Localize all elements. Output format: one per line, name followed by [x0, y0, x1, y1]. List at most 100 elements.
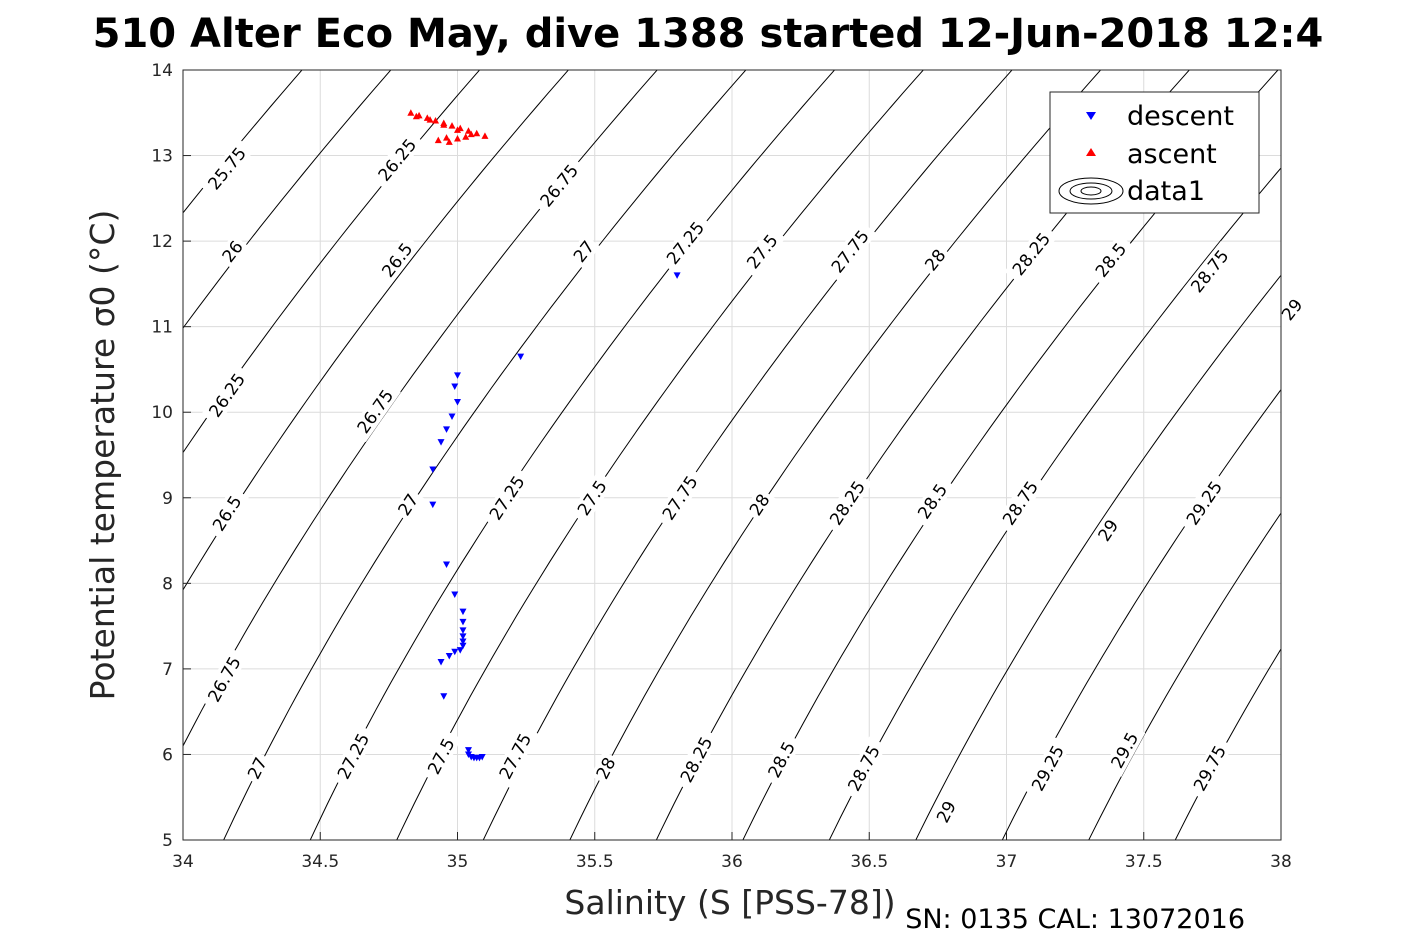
x-tick-label: 36.5: [850, 852, 888, 872]
chart-title: 510 Alter Eco May, dive 1388 started 12-…: [93, 11, 1324, 57]
sensor-calibration-footer: SN: 0135 CAL: 13072016: [905, 904, 1245, 935]
descent-point: [478, 754, 486, 761]
descent-point: [459, 627, 467, 634]
contour-label-bg: [199, 138, 254, 199]
contour-label-bg: [994, 472, 1046, 534]
legend-descent-label: descent: [1127, 101, 1234, 132]
legend-contour-icon: [1058, 177, 1124, 205]
descent-point: [437, 439, 445, 446]
contour-label-bg: [822, 472, 873, 534]
ascent-point: [464, 127, 472, 134]
contour-label-bg: [200, 647, 248, 711]
contour-label-bg: [840, 736, 887, 800]
legend-descent-marker: [1086, 112, 1096, 120]
contour-label-bg: [420, 729, 462, 783]
y-tick-label: 8: [162, 574, 173, 594]
contour-line: [183, 70, 481, 454]
descent-point: [443, 561, 451, 569]
descent-point: [454, 372, 461, 379]
contour-line: [569, 70, 1102, 840]
descent-point: [673, 272, 681, 279]
contour-label-bg: [658, 212, 713, 273]
descent-point: [456, 647, 464, 654]
contour-line: [309, 70, 836, 840]
contour-label-bg: [201, 364, 253, 426]
y-tick-label: 14: [151, 61, 173, 81]
ascent-point: [426, 116, 434, 123]
descent-point: [451, 648, 459, 656]
ascent-point: [407, 109, 415, 116]
contour-line: [183, 70, 392, 329]
descent-point: [437, 659, 445, 666]
descent-point: [459, 633, 467, 640]
legend-ascent-label: ascent: [1127, 139, 1217, 170]
ascent-point: [454, 134, 461, 142]
contour-label-bg: [823, 221, 877, 282]
ascent-point: [473, 129, 481, 137]
contour-line: [1174, 648, 1281, 840]
contour-label-bg: [349, 380, 401, 443]
y-tick-label: 11: [151, 318, 173, 338]
y-tick-label: 6: [162, 745, 173, 765]
ascent-point: [467, 130, 475, 138]
descent-point: [517, 353, 525, 361]
ascent-point: [440, 121, 448, 128]
legend: descent ascent data1: [1049, 91, 1260, 214]
contour-label-bg: [1186, 736, 1233, 800]
y-tick-label: 7: [162, 660, 173, 680]
x-tick-label: 35: [447, 852, 469, 872]
y-tick-label: 9: [162, 489, 173, 509]
contour-label-bg: [204, 486, 249, 540]
y-tick-label: 12: [151, 232, 173, 252]
x-axis-label: Salinity (S [PSS-78]): [564, 883, 895, 922]
descent-point: [451, 591, 459, 598]
contour-line: [828, 167, 1281, 840]
contour-label-bg: [1103, 723, 1146, 777]
legend-contour-label: data1: [1127, 176, 1205, 207]
contour-label-bg: [1087, 234, 1135, 286]
contour-label-bg: [241, 751, 273, 786]
contour-label-bg: [569, 471, 615, 525]
contour-line: [915, 274, 1281, 840]
ascent-point: [481, 132, 489, 139]
y-tick-label: 10: [151, 403, 173, 423]
contour-label-bg: [910, 474, 955, 528]
ascent-point: [448, 122, 456, 129]
descent-point: [445, 653, 453, 660]
x-tick-label: 37: [996, 852, 1018, 872]
x-tick-label: 36: [721, 852, 743, 872]
contour-line: [1088, 512, 1281, 840]
contour-label-bg: [492, 724, 539, 788]
contour-label-bg: [531, 155, 587, 216]
contour-label-bg: [738, 225, 786, 278]
contour-label-bg: [654, 466, 706, 529]
descent-point: [443, 426, 451, 433]
x-tick-label: 34: [172, 852, 194, 872]
contour-label-bg: [743, 487, 776, 522]
descent-point: [451, 383, 459, 391]
contour-label-bg: [918, 242, 952, 278]
descent-point: [429, 466, 437, 474]
ascent-point: [412, 112, 420, 120]
ascent-point: [443, 134, 451, 141]
contour-label-bg: [590, 751, 622, 786]
contour-line: [482, 70, 1013, 840]
contour-label-bg: [1182, 240, 1237, 302]
contour-label-bg: [373, 234, 421, 286]
contour-label-bg: [673, 727, 720, 792]
descent-point: [464, 747, 472, 754]
descent-point: [459, 642, 467, 650]
contour-label-bg: [567, 234, 601, 269]
contour-label-bg: [392, 487, 425, 522]
y-tick-label: 13: [151, 147, 173, 167]
contour-label-bg: [1275, 292, 1309, 327]
contour-label-bg: [215, 234, 249, 269]
x-axis-ticks: 34 34.5 35 35.5 36 36.5 37 37.5 38: [172, 832, 1292, 872]
contour-label-bg: [1024, 736, 1071, 800]
contour-labels: 25.752626.2526.526.752726.2526.526.75272…: [199, 129, 1309, 829]
descent-point: [448, 413, 456, 420]
descent-point: [459, 608, 467, 616]
ascent-point: [462, 133, 470, 140]
ascent-point: [445, 138, 453, 145]
